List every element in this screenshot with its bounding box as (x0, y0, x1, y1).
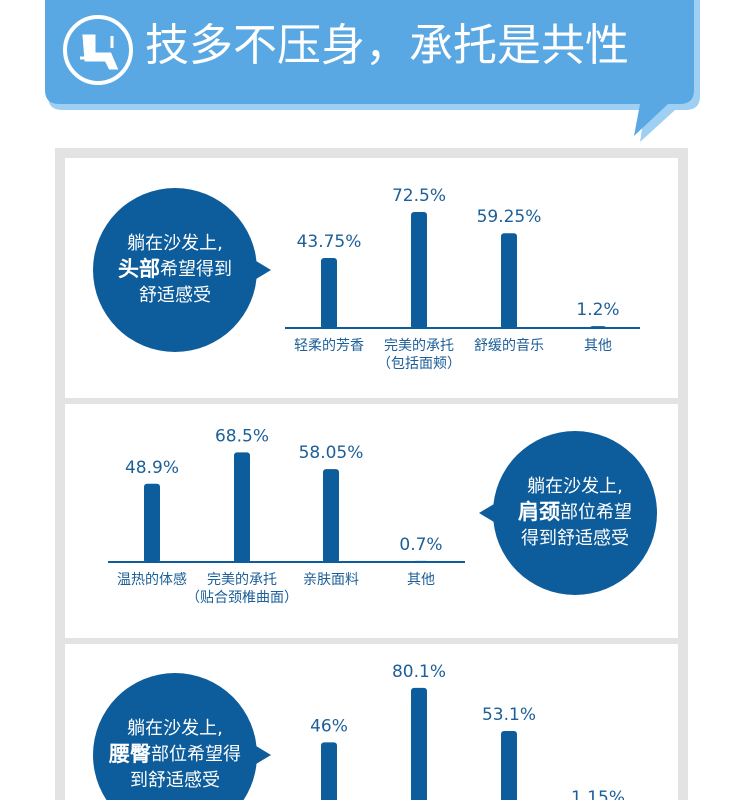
value-label: 68.5% (215, 426, 269, 446)
value-label: 1.2% (576, 300, 619, 320)
value-label: 48.9% (125, 458, 179, 478)
bar (411, 687, 427, 800)
bubble-text: 躺在沙发上, (127, 718, 223, 739)
category-label: （贴合颈椎曲面） (186, 590, 298, 606)
category-label: 其他 (407, 572, 435, 588)
bar (501, 233, 517, 329)
category-label: （包括面颊） (377, 356, 461, 372)
value-label: 59.25% (477, 207, 542, 227)
category-label: 舒缓的音乐 (474, 337, 544, 354)
bubble (493, 431, 657, 595)
value-label: 1.15% (571, 788, 625, 800)
bubble-text: 腰臀部位希望得 (108, 742, 241, 766)
bubble-text: 躺在沙发上, (127, 233, 223, 254)
bubble-text: 到舒适感受 (130, 770, 220, 791)
value-label: 53.1% (482, 705, 536, 725)
header-title: 技多不压身，承托是共性 (145, 20, 629, 71)
bubble-text-part: 肩颈 (518, 500, 560, 524)
category-label: 温热的体感 (117, 571, 187, 588)
bar (144, 483, 160, 563)
bar (590, 326, 606, 329)
bar (323, 469, 339, 563)
value-label: 58.05% (299, 443, 364, 463)
bar (413, 560, 429, 563)
value-label: 46% (310, 716, 348, 736)
bubble-text: 肩颈部位希望 (518, 500, 632, 524)
bubble-text-part: 腰臀 (108, 742, 151, 766)
category-label: 亲肤面料 (303, 572, 359, 588)
header-banner: 技多不压身，承托是共性 (45, 0, 700, 142)
bar (234, 452, 250, 563)
bubble-text: 舒适感受 (139, 285, 211, 306)
category-label: 完美的承托 (207, 572, 277, 588)
value-label: 0.7% (399, 535, 442, 555)
category-label: 轻柔的芳香 (294, 337, 364, 354)
category-label: 其他 (584, 338, 612, 354)
value-label: 80.1% (392, 662, 446, 682)
bubble (93, 673, 257, 800)
bubble-text-part: 部位希望 (560, 502, 632, 523)
bubble-text-part: 希望得到 (160, 259, 232, 280)
bubble-text: 躺在沙发上, (527, 476, 623, 497)
bubble-text-part: 头部 (118, 257, 160, 281)
bar (411, 212, 427, 329)
category-label: 完美的承托 (384, 338, 454, 354)
bubble-text-part: 部位希望得 (151, 744, 241, 765)
bar (321, 258, 337, 329)
value-label: 72.5% (392, 186, 446, 206)
value-label: 43.75% (297, 232, 362, 252)
bubble (93, 188, 257, 352)
bubble-text: 头部希望得到 (118, 257, 232, 281)
bar (321, 742, 337, 800)
bubble-text: 得到舒适感受 (521, 528, 629, 549)
bar (501, 731, 517, 800)
